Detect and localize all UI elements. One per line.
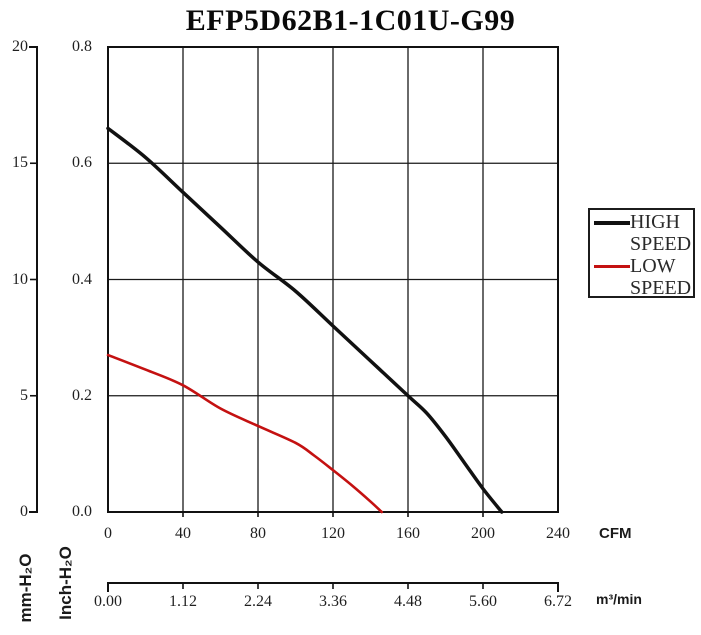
legend-label-low-speed: LOW SPEED — [630, 255, 692, 299]
legend-item-low-speed: LOW SPEED — [594, 255, 693, 299]
cfm-tick-label: 0 — [104, 525, 112, 542]
cfm-tick-label: 120 — [321, 525, 345, 542]
m3min-axis-title: m³/min — [596, 591, 642, 607]
cfm-axis-title: CFM — [599, 525, 632, 542]
inch-tick-label: 0.4 — [72, 270, 92, 288]
m3min-tick-label: 4.48 — [394, 593, 422, 610]
chart-title: EFP5D62B1-1C01U-G99 — [185, 4, 516, 37]
mm-tick-label: 15 — [12, 154, 28, 172]
inch-tick-label: 0.2 — [72, 386, 92, 404]
inch-tick-label: 0.6 — [72, 154, 92, 172]
inch-tick-label: 0.8 — [72, 38, 92, 55]
m3min-tick-label: 6.72 — [544, 593, 572, 610]
mm-tick-label: 20 — [12, 38, 28, 55]
m3min-tick-label: 0.00 — [94, 593, 122, 610]
m3min-tick-label: 3.36 — [319, 593, 347, 610]
cfm-tick-label: 40 — [175, 525, 191, 542]
low-speed-line-swatch — [594, 265, 630, 268]
high-speed-line-swatch — [594, 221, 630, 225]
cfm-tick-label: 240 — [546, 525, 570, 542]
mm-tick-label: 10 — [12, 270, 28, 288]
m3min-tick-label: 5.60 — [469, 593, 497, 610]
curve-low-speed — [106, 353, 384, 514]
mm-tick-label: 0 — [20, 503, 28, 520]
cfm-tick-label: 80 — [250, 525, 266, 542]
inch-axis-title: Inch-H₂O — [56, 546, 75, 620]
cfm-tick-label: 160 — [396, 525, 420, 542]
mm-tick-label: 5 — [20, 386, 28, 404]
m3min-tick-label: 1.12 — [169, 593, 197, 610]
cfm-tick-label: 200 — [471, 525, 495, 542]
legend: HIGH SPEED LOW SPEED — [588, 208, 695, 299]
inch-tick-label: 0.0 — [72, 503, 92, 520]
legend-item-high-speed: HIGH SPEED — [594, 211, 693, 255]
m3min-tick-label: 2.24 — [244, 593, 272, 610]
curve-high-speed — [106, 126, 504, 514]
mm-axis-title: mm-H₂O — [16, 553, 35, 623]
legend-label-high-speed: HIGH SPEED — [630, 211, 692, 255]
